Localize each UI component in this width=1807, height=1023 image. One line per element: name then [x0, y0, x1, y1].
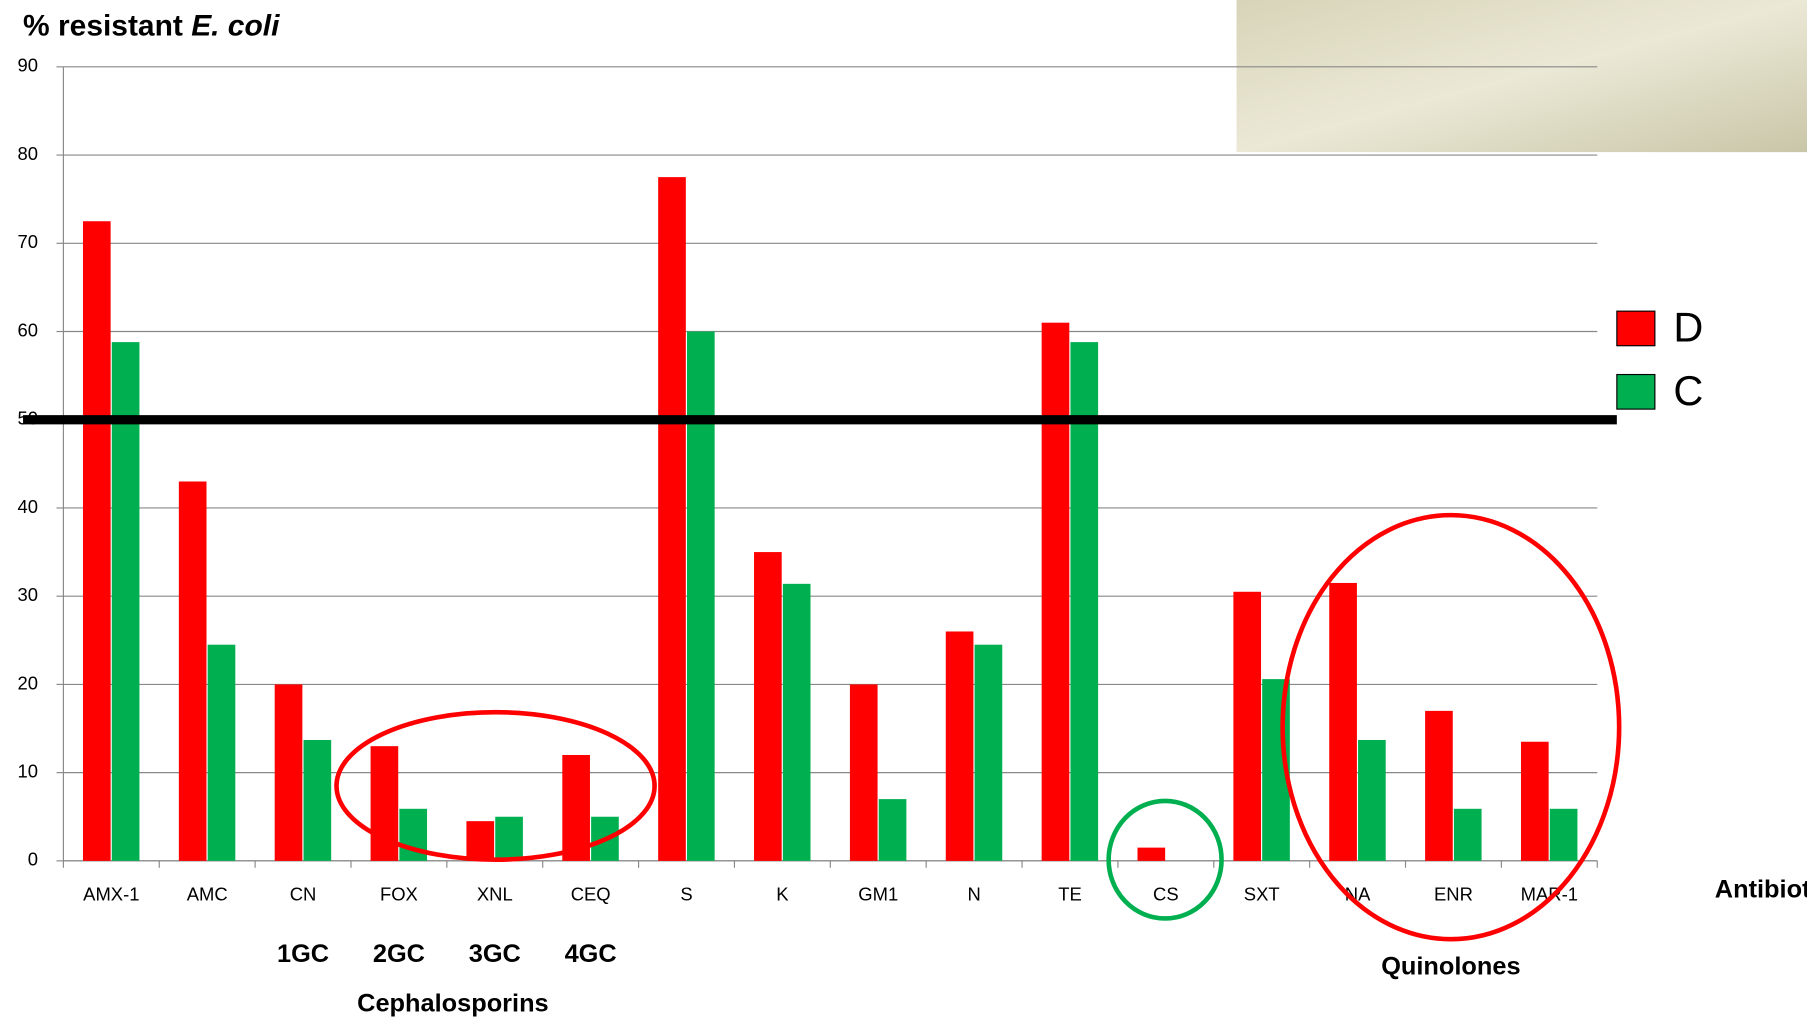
bar	[946, 631, 974, 860]
legend-label: C	[1673, 367, 1703, 414]
x-tick-label: ENR	[1434, 883, 1473, 904]
x-tick-label: AMC	[187, 883, 228, 904]
group-label: 4GC	[565, 940, 617, 968]
y-tick-label: 20	[18, 672, 39, 693]
bar	[208, 645, 236, 861]
bar	[1042, 323, 1070, 861]
group-label: Quinolones	[1381, 953, 1520, 981]
x-axis-label: Antibiotic	[1715, 876, 1807, 904]
title-italic: E. coli	[191, 10, 280, 43]
x-tick-label: XNL	[477, 883, 513, 904]
bar	[1425, 711, 1453, 861]
y-tick-label: 40	[18, 496, 39, 517]
y-tick-label: 90	[18, 55, 39, 76]
group-label: Cephalosporins	[357, 990, 549, 1018]
bar	[658, 177, 686, 861]
chart-title: % resistant E. coli	[23, 10, 280, 43]
legend-swatch	[1617, 375, 1655, 410]
bar	[687, 332, 715, 861]
bar	[783, 584, 811, 861]
y-tick-label: 70	[18, 231, 39, 252]
bar	[879, 799, 907, 861]
y-tick-label: 30	[18, 584, 39, 605]
bar	[1138, 848, 1166, 861]
bar	[179, 481, 207, 860]
group-label: 2GC	[373, 940, 425, 968]
bar	[850, 684, 878, 860]
plot-root: % resistant E. coli Antibiotic Cephalosp…	[18, 0, 1807, 1018]
x-tick-label: AMX-1	[83, 883, 139, 904]
y-tick-label: 10	[18, 761, 39, 782]
bar	[754, 552, 782, 861]
x-tick-label: SXT	[1244, 883, 1280, 904]
bar	[1454, 809, 1482, 861]
bar	[495, 817, 523, 861]
group-label: 1GC	[277, 940, 329, 968]
x-tick-label: GM1	[858, 883, 898, 904]
bar	[1329, 583, 1357, 861]
title-prefix: % resistant	[23, 10, 191, 43]
bar	[1233, 592, 1261, 861]
x-tick-label: TE	[1058, 883, 1082, 904]
bar	[304, 740, 332, 861]
bar	[83, 221, 111, 861]
y-tick-label: 80	[18, 143, 39, 164]
group-label: 3GC	[469, 940, 521, 968]
x-tick-label: CN	[290, 883, 317, 904]
page: % resistant E. coli Antibiotic Cephalosp…	[0, 0, 1807, 1023]
bar	[1521, 742, 1549, 861]
chart: % resistant E. coli Antibiotic Cephalosp…	[0, 0, 1807, 1023]
x-tick-label: FOX	[380, 883, 418, 904]
legend-swatch	[1617, 311, 1655, 346]
bar	[1358, 740, 1386, 861]
x-tick-label: K	[776, 883, 789, 904]
y-tick-label: 0	[28, 849, 38, 870]
bar	[1550, 809, 1578, 861]
x-tick-label: CEQ	[571, 883, 611, 904]
bar	[466, 821, 494, 861]
bar	[275, 684, 303, 860]
x-tick-label: S	[680, 883, 692, 904]
x-tick-label: CS	[1153, 883, 1179, 904]
y-tick-label: 60	[18, 319, 39, 340]
photo	[1237, 0, 1807, 152]
legend-label: D	[1673, 304, 1703, 351]
bar	[975, 645, 1003, 861]
x-tick-label: N	[967, 883, 980, 904]
